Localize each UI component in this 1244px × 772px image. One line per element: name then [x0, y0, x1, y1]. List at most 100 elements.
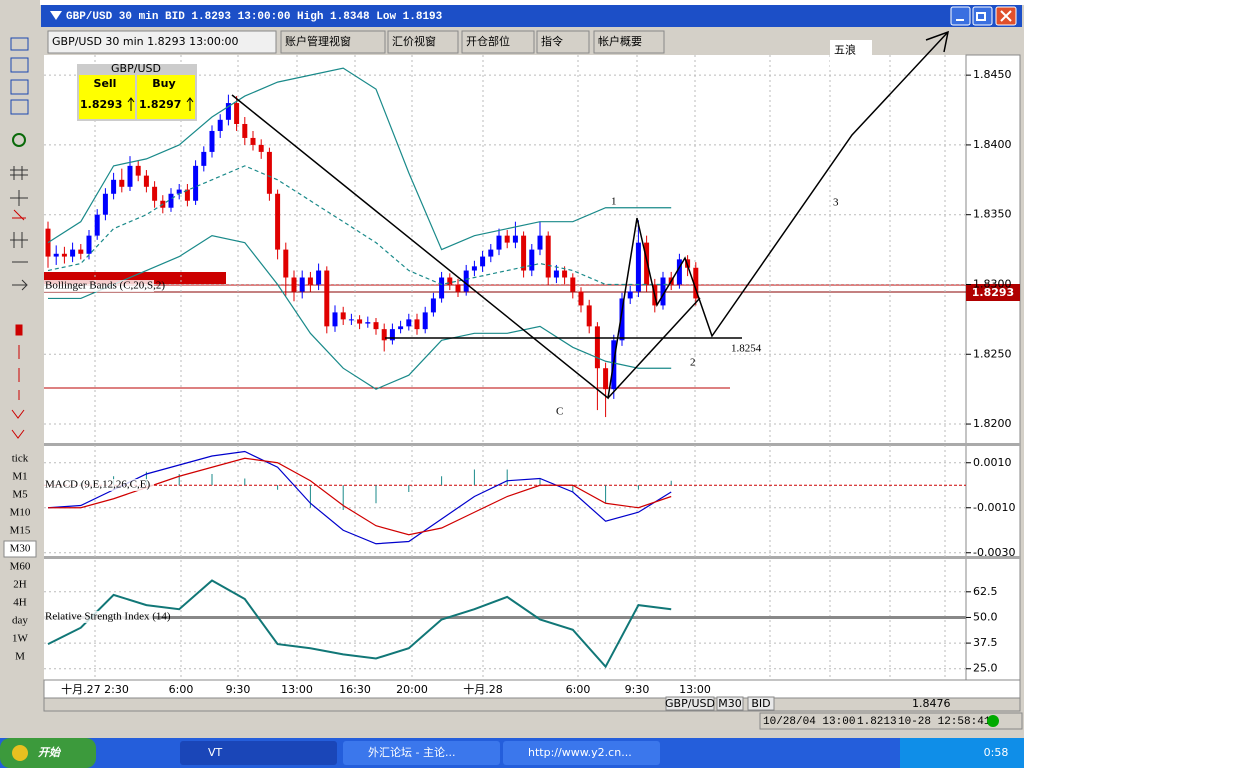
task-item[interactable] [343, 741, 500, 765]
candle-body [545, 235, 551, 278]
bollinger-lower [48, 234, 672, 390]
symbol-button[interactable] [665, 696, 715, 711]
tab-label: 指令 [541, 34, 563, 48]
annotation: 五浪 [834, 43, 856, 57]
maximize-button[interactable] [972, 6, 993, 26]
timeframe[interactable]: M5 [12, 489, 28, 501]
candle-body [127, 165, 133, 187]
candle-body [537, 235, 543, 250]
candle-body [324, 270, 330, 327]
timeframe[interactable]: tick [12, 453, 29, 465]
candle-body [135, 165, 141, 176]
candle-body [340, 312, 346, 320]
candle-body [521, 235, 527, 271]
candle-body [439, 277, 445, 299]
candle-body [332, 312, 338, 327]
candle-body [373, 322, 379, 330]
plot: 十月.27 2:30 6:00 9:30 13:00 16:30 20:00 十月.28 6:… [44, 55, 1015, 696]
candle-body [471, 266, 477, 271]
left-toolbar [0, 0, 40, 738]
candle-body [316, 270, 322, 285]
timeframe[interactable]: M15 [10, 525, 31, 537]
indicator-label-bg [44, 280, 154, 292]
candle-body [78, 249, 84, 254]
annotation-bg [830, 40, 872, 68]
tab-label: 帐户概要 [598, 34, 642, 48]
candle-body [209, 130, 215, 152]
x-tick-label: 十月.27 2:30 [61, 682, 129, 696]
timeframe[interactable]: day [12, 615, 28, 627]
candle-body [594, 326, 600, 369]
candle-body [111, 179, 117, 194]
tab[interactable] [280, 30, 386, 54]
candle-body [455, 284, 461, 292]
window-buttons[interactable] [950, 6, 1017, 26]
x-tick-label: 十月.28 [463, 682, 503, 696]
price-tag: 1.8293 [972, 286, 1014, 299]
side-button[interactable] [747, 696, 775, 711]
timeframe[interactable]: M1 [12, 471, 27, 483]
start-button[interactable] [0, 738, 96, 768]
candle-body [447, 277, 453, 285]
indicator-label-bg [44, 611, 154, 623]
candle-body [414, 319, 420, 330]
task-item[interactable] [180, 741, 337, 765]
timeframe[interactable]: 1W [12, 633, 29, 645]
tab[interactable] [461, 30, 535, 54]
task-label: VT [208, 746, 223, 759]
period-button[interactable] [716, 696, 744, 711]
candle-body [143, 175, 149, 187]
scroll-bar[interactable] [43, 697, 1021, 712]
panel-separator [44, 443, 1020, 446]
bottom-toolbar: GBP/USD M30 BID 1.8476 [665, 696, 951, 711]
candle-body [381, 329, 387, 341]
candle-body [299, 277, 305, 292]
bollinger-middle [47, 165, 672, 286]
candle-body [283, 249, 289, 278]
up-arrows [127, 97, 194, 111]
tab[interactable] [47, 30, 277, 54]
y-tick-label: -0.0030 [973, 546, 1015, 559]
x-tick-label: 6:00 [566, 683, 591, 696]
candle-body [644, 242, 650, 285]
y-tick-label: 0.0010 [973, 456, 1012, 469]
candle-body [660, 277, 666, 306]
candle-body [406, 319, 412, 327]
tab[interactable] [387, 30, 459, 54]
drawn-lines [231, 30, 949, 400]
candle-body [266, 151, 272, 194]
tab[interactable] [536, 30, 590, 54]
candle-body [168, 193, 174, 208]
rsi-line [47, 579, 672, 669]
buy-cell[interactable] [137, 75, 195, 119]
x-tick-label: 16:30 [339, 683, 371, 696]
timeframe[interactable]: M [15, 651, 25, 663]
timeframe[interactable]: M60 [10, 561, 31, 573]
clock: 0:58 [984, 746, 1009, 759]
status-clock: 10-28 12:58:41 [898, 716, 991, 728]
y-tick-label: 1.8250 [973, 347, 1012, 360]
candle-body [529, 249, 535, 271]
tab[interactable] [593, 30, 665, 54]
x-tick-label: 9:30 [625, 683, 650, 696]
candle-body [676, 259, 682, 285]
tab-label: 汇价视窗 [392, 34, 436, 48]
sell-cell[interactable] [79, 75, 135, 119]
minimize-button[interactable] [950, 6, 971, 26]
candle-body [94, 214, 100, 236]
timeframe[interactable]: M30 [10, 543, 31, 555]
timeframes: tick M1 M5 M10 M15 M30 M60 2H 4H day 1W M [3, 453, 37, 663]
y-tick-label: 50.0 [973, 610, 998, 623]
timeframe[interactable]: M10 [10, 507, 31, 519]
sell-price: 1.8293 [80, 98, 122, 111]
task-item[interactable] [503, 741, 660, 765]
y-tick-label: 1.8350 [973, 208, 1012, 221]
task-label: http://www.y2.cn... [528, 746, 632, 759]
timeframe[interactable]: 2H [13, 579, 27, 591]
status-bar: 10/28/04 13:00 1.8213 10-28 12:58:41 [759, 712, 1023, 730]
candle-body [53, 253, 59, 257]
candle-body [389, 329, 395, 341]
annotation: C [556, 406, 563, 418]
tab-label: 账户管理视窗 [285, 34, 351, 48]
timeframe[interactable]: 4H [13, 597, 27, 609]
